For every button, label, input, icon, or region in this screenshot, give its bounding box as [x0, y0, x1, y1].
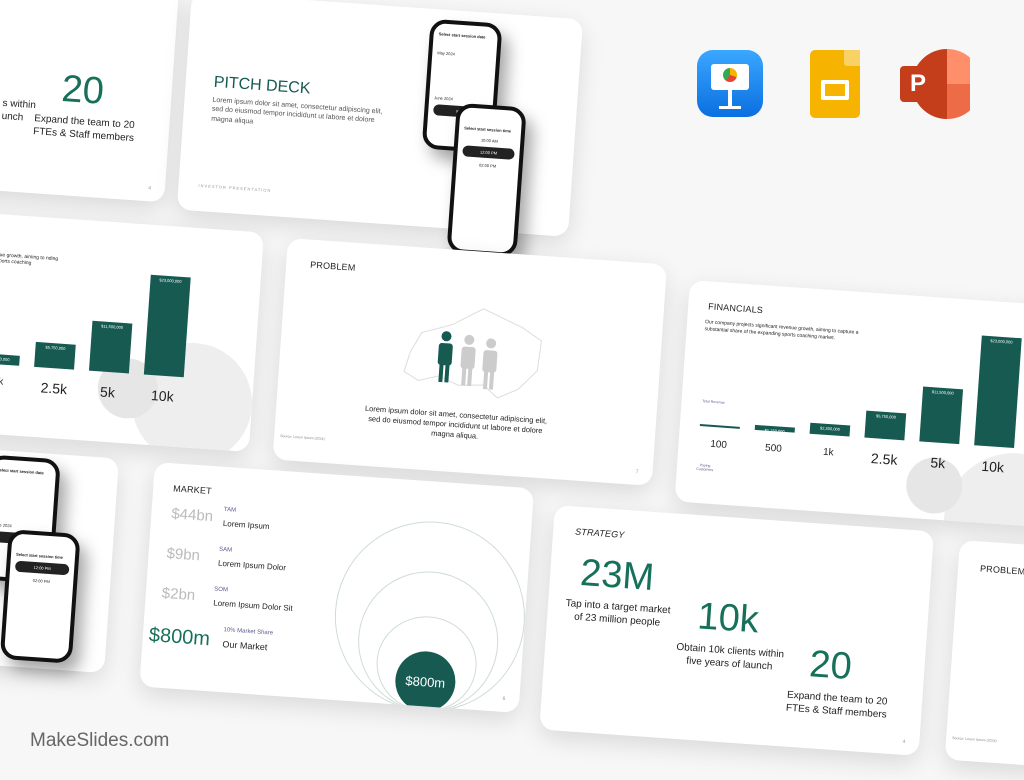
source-note: Source: Lorem Ipsum (2024) [952, 735, 997, 744]
slide-strategy-partial[interactable]: k s within unch 20 Expand the team to 20… [0, 0, 180, 203]
y-axis-label: Total Revenue [702, 399, 725, 405]
market-label: Lorem Ipsum Dolor Sit [212, 598, 294, 613]
market-tag: SOM [214, 586, 229, 594]
chart-bar: $11,500,000 [88, 320, 133, 374]
x-tick-label: 10k [150, 387, 175, 405]
market-tag: 10% Market Share [223, 627, 274, 637]
calendar-month: May 2024 [437, 50, 456, 57]
chart-bar: $5,750,000 [34, 341, 76, 370]
slide-pitch-deck[interactable]: PITCH DECK Lorem ipsum dolor sit amet, c… [176, 0, 584, 258]
person-icon [437, 331, 453, 383]
slide-title: PROBLEM [979, 563, 1024, 577]
person-icon [482, 338, 498, 390]
map-outline-illustration [403, 308, 542, 399]
slide-body: Lorem ipsum dolor sit amet, consectetur … [210, 96, 383, 126]
time-option-selected: 12:00 PM [14, 560, 70, 576]
market-tag: TAM [223, 506, 237, 514]
x-tick-label: 1k [822, 446, 834, 459]
slide-footer: INVESTOR PRESENTATION [198, 182, 272, 194]
market-value: $44bn [170, 505, 214, 526]
slide-title: PITCH DECK [213, 73, 312, 98]
phone-screen-title: Select start session time [15, 551, 64, 560]
slide-body: Lorem ipsum dolor sit amet, consectetur … [364, 403, 548, 441]
stat-value: 23M [578, 551, 656, 600]
brand-watermark: MakeSlides.com [30, 730, 170, 751]
stat-caption: Expand the team to 20 FTEs & Staff membe… [785, 689, 888, 721]
chart-bar: $2,300,000 [0, 353, 20, 366]
powerpoint-icon: P [900, 49, 972, 119]
time-option: 10:00 AM [480, 137, 498, 144]
x-tick-label: 2.5k [870, 450, 898, 468]
page-number: 4 [902, 738, 906, 746]
chart-bar: $5,750,000 [864, 410, 907, 441]
page-number: 7 [635, 468, 639, 476]
google-slides-icon [810, 50, 860, 118]
chart-bar [699, 424, 740, 429]
phone-screen-title: Select start session date [0, 467, 44, 476]
x-tick-label: 5k [929, 454, 946, 472]
slide-body: Our company projects significant revenue… [704, 319, 859, 341]
market-tag: SAM [218, 546, 233, 554]
stat-value: 10k [696, 595, 761, 642]
time-option-selected: 12:00 PM [462, 145, 515, 160]
x-tick-label: 500 [764, 442, 783, 455]
chart-bar: $23,000,000 [143, 274, 191, 378]
market-label: Lorem Ipsum Dolor [217, 558, 287, 573]
stat-caption: Expand the team to 20 FTEs & Staff membe… [32, 113, 136, 144]
x-tick-label: 10k [980, 457, 1005, 476]
stat-caption: Obtain 10k clients within five years of … [676, 641, 785, 673]
slide-financials-partial[interactable]: nue growth, aiming to nding sports coach… [0, 205, 265, 453]
market-label: Lorem Ipsum [222, 518, 270, 532]
stat-value: 20 [808, 643, 854, 689]
slide-problem-partial[interactable]: PROBLEM Source: Lorem Ipsum (2024) [944, 540, 1024, 780]
chart-bar: $2,300,000 [809, 422, 851, 437]
page-number: 6 [502, 695, 506, 703]
phone-screen-title: Select start session date [438, 31, 486, 40]
person-icon [460, 334, 476, 387]
slide-strategy[interactable]: STRATEGY 23M Tap into a target market of… [539, 505, 935, 756]
phone-screen-title: Select start session time [464, 125, 512, 134]
market-value-highlight: $800m [148, 624, 211, 651]
slide-app-partial[interactable]: Select start session date June 2024 Next… [0, 430, 120, 674]
market-label: Our Market [222, 639, 268, 653]
chart-bar: $11,500,000 [919, 386, 964, 445]
x-tick-label: 5k [99, 383, 116, 401]
slide-financials[interactable]: FINANCIALS Our company projects signific… [674, 280, 1024, 529]
keynote-icon [697, 50, 763, 117]
slide-title: PROBLEM [309, 259, 356, 273]
slide-title: MARKET [172, 483, 213, 497]
x-axis-label: Paying Customers [696, 463, 714, 473]
source-note: Source: Lorem Ipsum (2024) [280, 433, 325, 442]
slide-market[interactable]: MARKET $44bn TAM Lorem Ipsum $9bn SAM Lo… [139, 462, 535, 713]
stat-value: 20 [60, 68, 106, 113]
market-value: $2bn [161, 584, 196, 605]
x-tick-label: 100 [709, 438, 728, 451]
slide-title: STRATEGY [574, 526, 625, 540]
x-tick-label: 1k [0, 376, 4, 388]
slide-title: FINANCIALS [707, 301, 764, 316]
market-value: $9bn [166, 545, 201, 565]
slide-body: nue growth, aiming to nding sports coach… [0, 251, 59, 267]
phone-mockup-time: Select start session time 12:00 PM 02:00… [0, 529, 81, 664]
calendar-month: June 2024 [434, 95, 454, 102]
time-option: 02:00 PM [32, 577, 50, 585]
page-number: 4 [147, 185, 152, 192]
chart-bar: $1,150,000 [754, 424, 795, 433]
x-tick-label: 2.5k [40, 379, 68, 398]
phone-mockup-time: Select start session time 10:00 AM 12:00… [446, 102, 527, 258]
slide-problem[interactable]: PROBLEM Lorem ipsum dolor sit amet, cons… [272, 238, 668, 486]
chart-bar: $23,000,000 [974, 335, 1022, 449]
stat-caption: Tap into a target market of 23 million p… [565, 597, 671, 629]
time-option: 02:00 PM [478, 162, 497, 169]
